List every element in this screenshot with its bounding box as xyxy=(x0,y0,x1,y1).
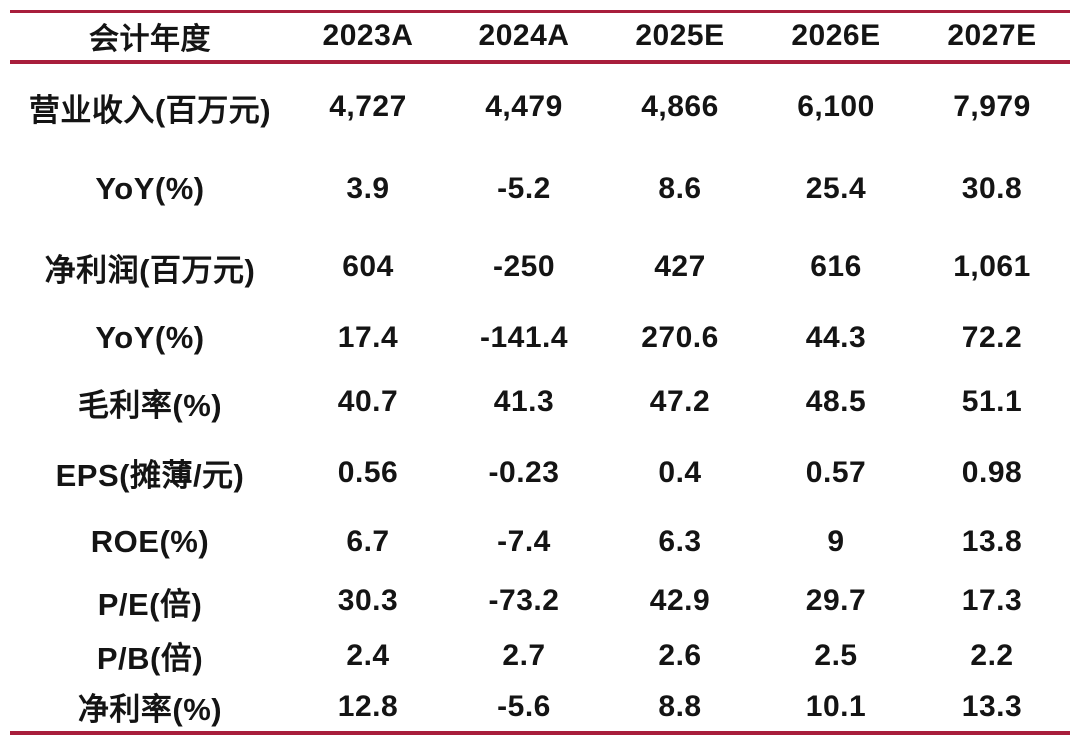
value-cell: 29.7 xyxy=(805,584,867,617)
row-label: P/B(倍) xyxy=(96,641,204,676)
value-cell: 2.6 xyxy=(658,638,702,672)
value-cell: 30.8 xyxy=(961,172,1023,205)
value-cell: 0.56 xyxy=(337,455,399,489)
value-cell: 4,866 xyxy=(641,90,719,123)
header-cell-2026e: 2026E xyxy=(791,19,881,53)
value-cell: 2.2 xyxy=(970,638,1014,672)
header-cell-2027e: 2027E xyxy=(947,19,1037,53)
table-row-net-margin: 净利率(%) 12.8 -5.6 8.8 10.1 13.3 xyxy=(10,683,1070,733)
value-cell: -250 xyxy=(492,250,556,283)
table-row-net-profit: 净利润(百万元) 604 -250 427 616 1,061 xyxy=(10,228,1070,307)
financial-summary-table-container: 会计年度 2023A 2024A 2025E 2026E 2027E 营业收入(… xyxy=(10,10,1070,735)
table-row-net-profit-yoy: YoY(%) 17.4 -141.4 270.6 44.3 72.2 xyxy=(10,307,1070,370)
value-cell: -5.6 xyxy=(497,689,551,723)
value-cell: 10.1 xyxy=(805,689,867,723)
value-cell: 40.7 xyxy=(337,385,399,418)
value-cell: 48.5 xyxy=(805,385,867,418)
header-cell-2024a: 2024A xyxy=(478,19,570,53)
row-label: 营业收入(百万元) xyxy=(28,92,272,128)
value-cell: -0.23 xyxy=(488,455,560,489)
row-label: ROE(%) xyxy=(90,524,210,559)
value-cell: 604 xyxy=(342,250,394,283)
value-cell: 0.4 xyxy=(658,455,702,489)
value-cell: 6.3 xyxy=(658,525,702,558)
value-cell: 1,061 xyxy=(953,250,1031,283)
value-cell: -7.4 xyxy=(497,525,551,558)
table-row-revenue: 营业收入(百万元) 4,727 4,479 4,866 6,100 7,979 xyxy=(10,62,1070,151)
value-cell: 0.98 xyxy=(961,455,1023,489)
table-row-pe: P/E(倍) 30.3 -73.2 42.9 29.7 17.3 xyxy=(10,574,1070,629)
value-cell: 616 xyxy=(810,250,862,283)
value-cell: 2.7 xyxy=(502,638,546,672)
value-cell: 42.9 xyxy=(649,584,711,617)
table-body: 营业收入(百万元) 4,727 4,479 4,866 6,100 7,979 … xyxy=(10,62,1070,733)
table-header: 会计年度 2023A 2024A 2025E 2026E 2027E xyxy=(10,12,1070,62)
value-cell: 25.4 xyxy=(805,172,867,205)
row-label: YoY(%) xyxy=(95,171,205,206)
value-cell: 51.1 xyxy=(961,385,1023,418)
table-row-gross-margin: 毛利率(%) 40.7 41.3 47.2 48.5 51.1 xyxy=(10,370,1070,435)
value-cell: 6,100 xyxy=(797,90,875,123)
value-cell: 17.3 xyxy=(961,584,1023,617)
value-cell: 47.2 xyxy=(649,385,711,418)
value-cell: 8.8 xyxy=(658,689,702,723)
value-cell: 41.3 xyxy=(493,385,555,418)
row-label: YoY(%) xyxy=(95,320,205,355)
value-cell: 8.6 xyxy=(658,172,702,205)
value-cell: -5.2 xyxy=(497,172,551,205)
value-cell: -73.2 xyxy=(488,584,560,617)
value-cell: 9 xyxy=(827,525,845,558)
value-cell: 13.8 xyxy=(961,525,1023,558)
row-label: 毛利率(%) xyxy=(77,387,223,423)
row-label: P/E(倍) xyxy=(97,586,203,622)
value-cell: 270.6 xyxy=(641,321,719,354)
value-cell: 44.3 xyxy=(805,321,867,354)
value-cell: 4,727 xyxy=(329,90,407,123)
value-cell: 72.2 xyxy=(961,321,1023,354)
header-cell-fiscal-year: 会计年度 xyxy=(89,23,211,57)
row-label: 净利润(百万元) xyxy=(44,252,256,288)
row-label: EPS(摊薄/元) xyxy=(55,458,245,493)
value-cell: 7,979 xyxy=(953,90,1031,123)
header-cell-2023a: 2023A xyxy=(322,19,414,53)
table-row-roe: ROE(%) 6.7 -7.4 6.3 9 13.8 xyxy=(10,511,1070,574)
value-cell: 3.9 xyxy=(346,172,390,205)
table-row-revenue-yoy: YoY(%) 3.9 -5.2 8.6 25.4 30.8 xyxy=(10,151,1070,228)
table-row-eps: EPS(摊薄/元) 0.56 -0.23 0.4 0.57 0.98 xyxy=(10,435,1070,511)
value-cell: 427 xyxy=(654,250,706,283)
value-cell: 6.7 xyxy=(346,525,390,558)
value-cell: 13.3 xyxy=(961,689,1023,723)
table-row-pb: P/B(倍) 2.4 2.7 2.6 2.5 2.2 xyxy=(10,629,1070,683)
financial-summary-table: 会计年度 2023A 2024A 2025E 2026E 2027E 营业收入(… xyxy=(10,10,1070,735)
value-cell: 12.8 xyxy=(337,689,399,723)
value-cell: 0.57 xyxy=(805,455,867,489)
value-cell: 17.4 xyxy=(337,321,399,354)
value-cell: -141.4 xyxy=(479,321,569,354)
value-cell: 4,479 xyxy=(485,90,563,123)
row-label: 净利率(%) xyxy=(77,692,223,727)
value-cell: 30.3 xyxy=(337,584,399,617)
header-cell-2025e: 2025E xyxy=(635,19,725,53)
value-cell: 2.4 xyxy=(346,638,390,672)
value-cell: 2.5 xyxy=(814,638,858,672)
header-row: 会计年度 2023A 2024A 2025E 2026E 2027E xyxy=(10,12,1070,62)
